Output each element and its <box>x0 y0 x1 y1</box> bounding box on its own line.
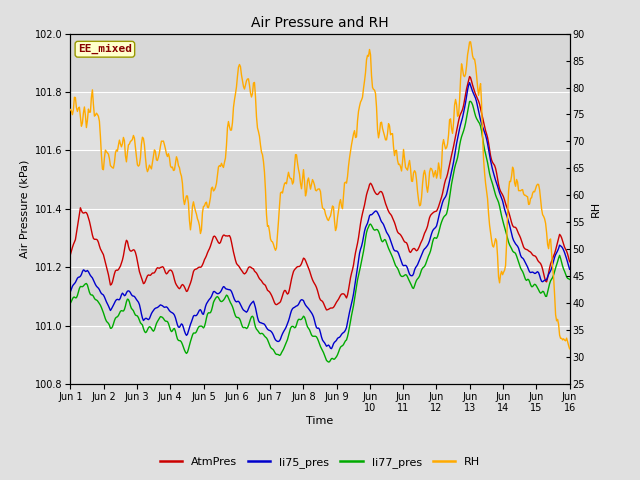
Bar <box>70 34 570 92</box>
Y-axis label: RH: RH <box>591 201 600 217</box>
Y-axis label: Air Pressure (kPa): Air Pressure (kPa) <box>20 160 29 258</box>
Legend: AtmPres, li75_pres, li77_pres, RH: AtmPres, li75_pres, li77_pres, RH <box>156 452 484 472</box>
Title: Air Pressure and RH: Air Pressure and RH <box>251 16 389 30</box>
Bar <box>70 92 570 150</box>
Bar <box>70 267 570 325</box>
X-axis label: Time: Time <box>307 416 333 426</box>
Bar <box>70 325 570 384</box>
Bar <box>70 209 570 267</box>
Text: EE_mixed: EE_mixed <box>78 44 132 54</box>
Bar <box>70 150 570 209</box>
